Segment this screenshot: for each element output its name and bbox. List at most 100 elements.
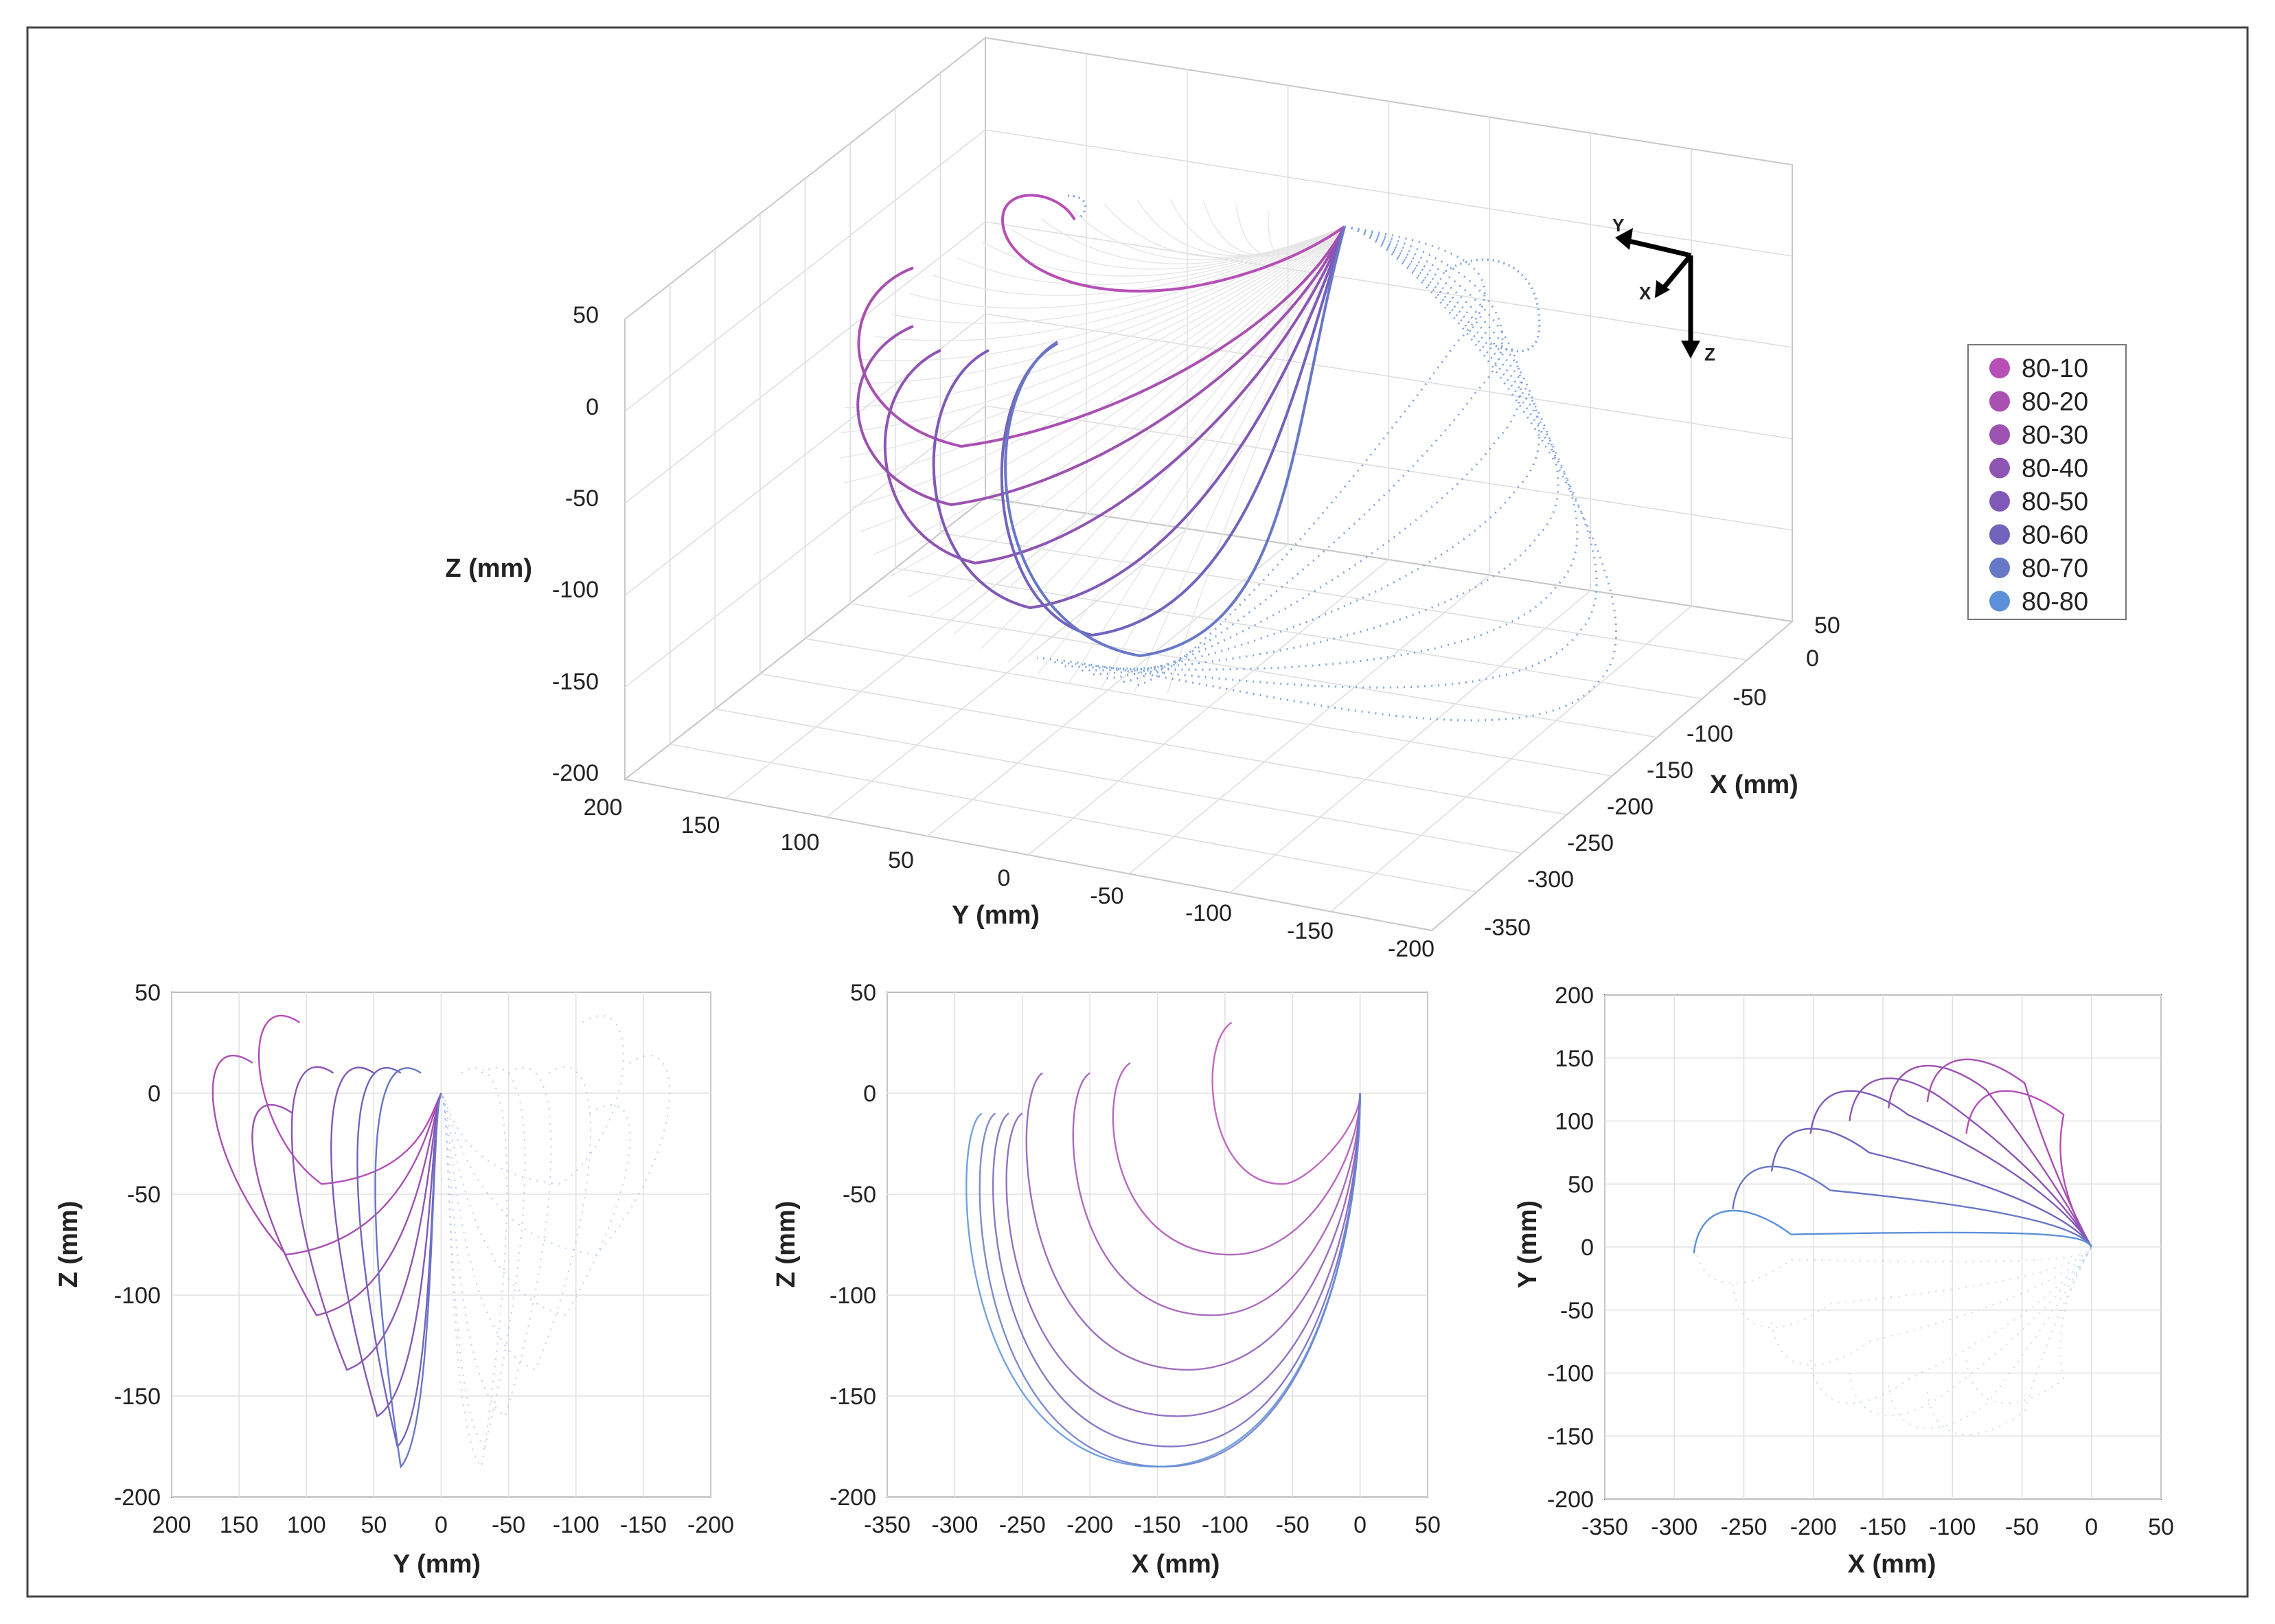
3d-series-80-70 bbox=[1004, 226, 1346, 658]
z3d-tick: 0 bbox=[586, 394, 599, 420]
tick-x: -100 bbox=[553, 1512, 599, 1538]
orientation-triad bbox=[1615, 228, 1700, 358]
mesh-ray bbox=[1167, 226, 1345, 694]
3d-right-loop bbox=[1445, 258, 1541, 353]
tick-y: -50 bbox=[127, 1182, 161, 1208]
tick-x: -50 bbox=[492, 1512, 525, 1538]
z3d-tick: -100 bbox=[552, 577, 599, 603]
z3d-tick: -50 bbox=[565, 485, 599, 512]
y3d-tick: 100 bbox=[781, 830, 820, 856]
mesh-ray bbox=[889, 226, 1345, 577]
legend: 80-10 80-20 80-30 80-40 80-50 80-60 80-70 80-80 bbox=[1967, 344, 2127, 620]
legend-marker-80-50 bbox=[1989, 491, 2010, 512]
triad-x-label: X bbox=[1639, 283, 1651, 304]
xy-series-80-30 bbox=[1887, 1064, 2092, 1248]
tick-x: 200 bbox=[152, 1512, 192, 1538]
xy-series-80-40 bbox=[1849, 1077, 2092, 1248]
xz-series-80-20 bbox=[1112, 1062, 1361, 1256]
tick-x: -200 bbox=[1066, 1512, 1113, 1538]
legend-label-80-30: 80-30 bbox=[2022, 421, 2088, 450]
legend-marker-80-40 bbox=[1989, 457, 2010, 479]
mesh-ray bbox=[841, 226, 1345, 459]
grid3d-line bbox=[624, 129, 986, 412]
3d-mirror-curve bbox=[1077, 225, 1559, 672]
y3d-tick: 50 bbox=[888, 847, 914, 873]
panel-xy-view: -350 -300 -250 -200 -150 -100 -50 0 50 200 150 100 5… bbox=[1513, 983, 2174, 1579]
xz-series-80-60 bbox=[992, 1093, 1361, 1448]
tick-x: -300 bbox=[1651, 1514, 1697, 1540]
xy-series-80-20 bbox=[1926, 1058, 2092, 1248]
yz-mirror-80-20 bbox=[440, 1055, 671, 1256]
tick-x: -300 bbox=[931, 1512, 978, 1538]
tick-y: -150 bbox=[114, 1384, 161, 1410]
tick-y: -200 bbox=[830, 1485, 876, 1511]
tick-y: 50 bbox=[135, 980, 161, 1006]
y3d-tick: -50 bbox=[1090, 883, 1123, 909]
yz-series-80-70 bbox=[374, 1067, 442, 1469]
grid3d-line bbox=[759, 673, 1568, 816]
tick-y: -50 bbox=[843, 1182, 876, 1208]
grid3d-line bbox=[1330, 605, 1692, 913]
grid3d-line bbox=[805, 638, 1612, 777]
legend-marker-80-10 bbox=[1989, 358, 2010, 378]
tick-x: -250 bbox=[1720, 1514, 1767, 1540]
mesh-ray bbox=[1038, 226, 1345, 674]
grid3d-line bbox=[624, 221, 986, 504]
legend-label-80-70: 80-70 bbox=[2022, 554, 2088, 583]
mesh-ray bbox=[1068, 226, 1345, 683]
yz-series-80-40 bbox=[290, 1066, 442, 1371]
panel-3d-z-ticks: 50 0 -50 -100 -150 -200 bbox=[552, 302, 599, 786]
legend-marker-80-80 bbox=[1989, 591, 2010, 612]
x3d-tick: -150 bbox=[1647, 757, 1693, 784]
tick-y: -150 bbox=[1547, 1423, 1594, 1450]
y3d-tick: 0 bbox=[998, 865, 1011, 891]
tick-x: 0 bbox=[1353, 1512, 1367, 1538]
xz-series-80-30 bbox=[1072, 1072, 1361, 1316]
tick-y: 0 bbox=[863, 1081, 876, 1107]
xz-series-80-40 bbox=[1025, 1072, 1361, 1371]
tick-x: -50 bbox=[1276, 1512, 1310, 1538]
mesh-ray bbox=[874, 226, 1345, 341]
tick-x: 100 bbox=[287, 1512, 326, 1538]
panel-3d-x-ticks: 50 0 -50 -100 -150 -200 -250 -300 -350 bbox=[1484, 613, 1840, 941]
3d-series-80-60 bbox=[1000, 226, 1346, 637]
xy-mirror-80-40 bbox=[1849, 1246, 2092, 1417]
legend-label-80-80: 80-80 bbox=[2022, 588, 2088, 617]
tick-x: 150 bbox=[220, 1512, 259, 1538]
mesh-ray bbox=[850, 226, 1345, 508]
mesh-ray bbox=[1007, 226, 1345, 663]
grid3d-line bbox=[624, 405, 986, 688]
mesh-ray bbox=[851, 226, 1345, 384]
z3d-tick: -150 bbox=[552, 669, 599, 695]
yz-y-axis-label: Z (mm) bbox=[54, 1201, 83, 1288]
3d-series-80-40 bbox=[883, 226, 1346, 565]
xz-y-axis-label: Z (mm) bbox=[772, 1201, 801, 1288]
grid3d-line bbox=[985, 313, 1793, 439]
tick-y: -150 bbox=[830, 1384, 876, 1410]
panel-3d-curves bbox=[856, 194, 1617, 722]
mesh-ray bbox=[1169, 198, 1345, 256]
tick-y: -50 bbox=[1560, 1298, 1594, 1324]
grid3d-line bbox=[1229, 590, 1591, 893]
legend-label-80-10: 80-10 bbox=[2022, 354, 2088, 383]
y3d-tick: -150 bbox=[1287, 918, 1334, 944]
z3d-tick: -200 bbox=[552, 760, 599, 786]
mesh-ray bbox=[873, 226, 1345, 556]
tick-x: -350 bbox=[864, 1512, 911, 1538]
xy-series-80-80 bbox=[1693, 1209, 2092, 1254]
tick-y: 150 bbox=[1555, 1046, 1594, 1072]
tick-x: -200 bbox=[1790, 1514, 1837, 1540]
x3d-tick: -250 bbox=[1567, 830, 1614, 856]
legend-marker-80-30 bbox=[1989, 424, 2010, 445]
panel-3d-walls bbox=[623, 36, 1794, 932]
z3d-tick: 50 bbox=[573, 302, 599, 328]
x3d-tick: 50 bbox=[1814, 613, 1840, 639]
x3d-tick: -350 bbox=[1484, 915, 1531, 941]
3d-mirror-curve bbox=[1050, 225, 1598, 689]
legend-marker-80-70 bbox=[1989, 558, 2010, 578]
grid3d-line bbox=[1128, 574, 1490, 875]
mesh-ray bbox=[956, 226, 1345, 286]
legend-label-80-60: 80-60 bbox=[2022, 521, 2088, 550]
tick-y: -100 bbox=[114, 1283, 161, 1309]
